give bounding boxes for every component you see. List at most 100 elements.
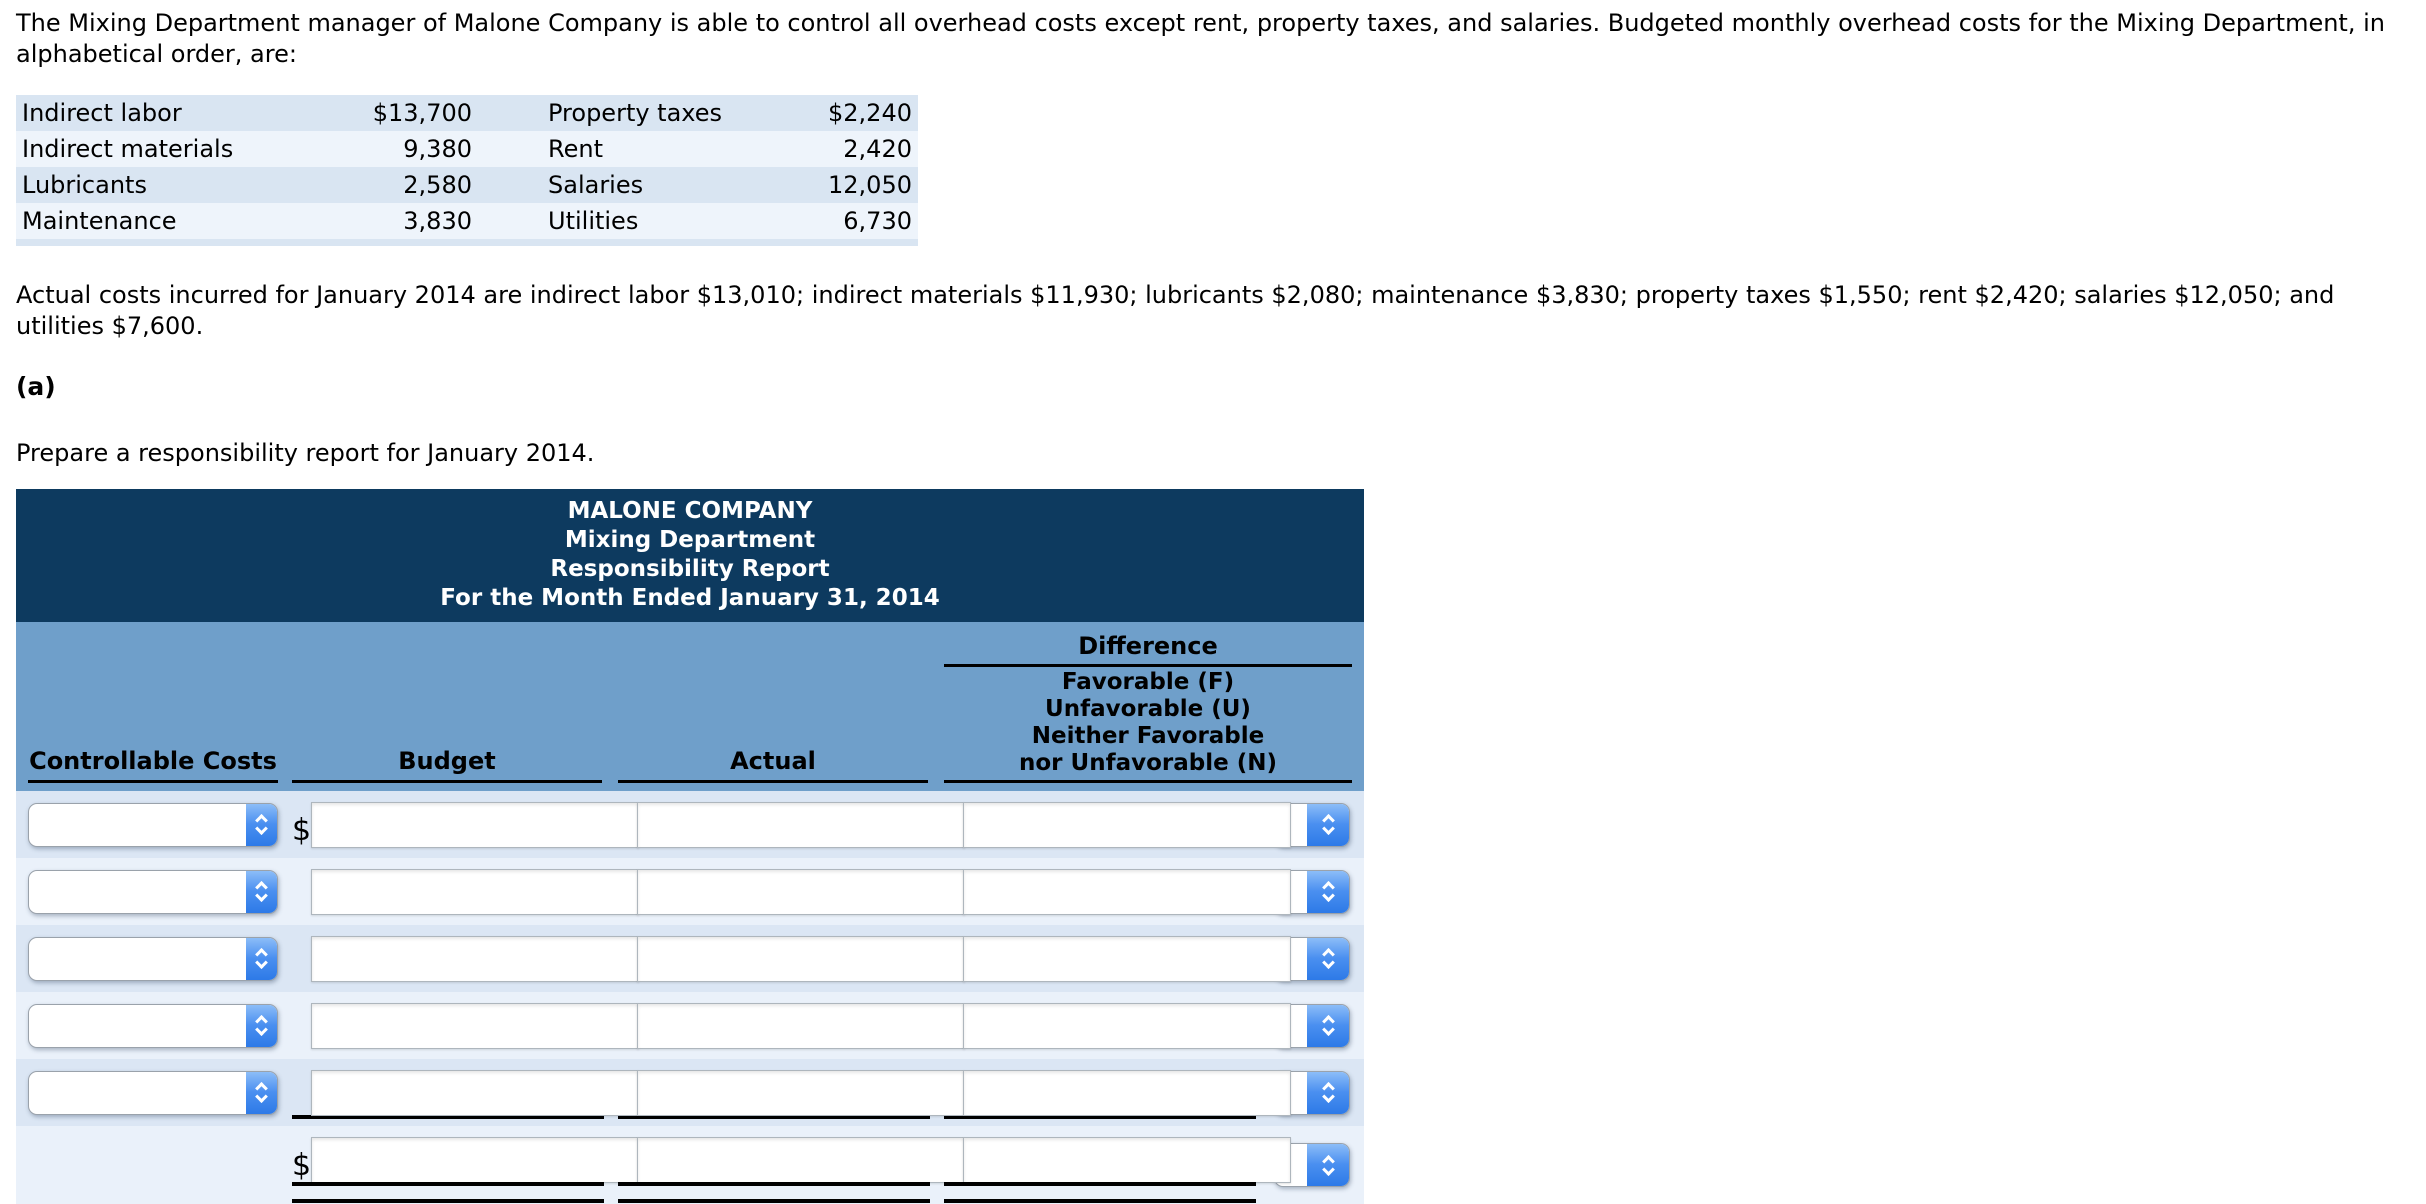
budget-table-row: Maintenance 3,830 Utilities 6,730: [16, 203, 918, 239]
difference-amount-cell: $: [944, 858, 1292, 925]
difference-input[interactable]: [963, 801, 1292, 848]
difference-total-input[interactable]: [963, 1137, 1292, 1183]
actual-input[interactable]: [637, 1069, 966, 1116]
budget-input[interactable]: [311, 868, 640, 915]
budget-table-row: Indirect materials 9,380 Rent 2,420: [16, 131, 918, 167]
budget-table-row: Indirect labor $13,700 Property taxes $2…: [16, 95, 918, 131]
dollar-sign: $: [292, 1148, 312, 1183]
department-name: Mixing Department: [564, 527, 816, 553]
report-period: For the Month Ended January 31, 2014: [440, 585, 940, 611]
difference-input[interactable]: [963, 1002, 1292, 1049]
budget-amount-cell: $: [292, 992, 640, 1059]
cost-label: Indirect labor: [22, 99, 182, 127]
budget-input[interactable]: [311, 1002, 640, 1049]
cost-value: 2,580: [403, 171, 472, 199]
actual-total-input[interactable]: [637, 1137, 966, 1183]
select-stepper-icon: [246, 1071, 277, 1114]
select-value: [29, 938, 246, 980]
select-value: [29, 1005, 246, 1047]
controllable-cost-select[interactable]: [28, 936, 278, 981]
difference-input[interactable]: [963, 935, 1292, 982]
actual-amount-cell: $: [618, 791, 966, 858]
column-actual: Actual: [618, 630, 928, 783]
actual-input[interactable]: [637, 801, 966, 848]
actual-amount-cell: $: [618, 925, 966, 992]
select-stepper-icon: [246, 1004, 277, 1047]
column-difference: Difference Favorable (F) Unfavorable (U)…: [944, 630, 1352, 783]
select-value: [29, 804, 246, 846]
select-value: [29, 871, 246, 913]
cost-value: $13,700: [372, 99, 472, 127]
actual-input[interactable]: [637, 868, 966, 915]
budget-amount-cell: $: [292, 858, 640, 925]
cost-label: Maintenance: [22, 207, 177, 235]
report-row-2: $ $ $: [16, 858, 1364, 925]
column-label: Controllable Costs: [29, 747, 277, 775]
responsibility-report-table: MALONE COMPANY Mixing Department Respons…: [16, 489, 1364, 1204]
difference-legend-line: nor Unfavorable (N): [1019, 750, 1277, 776]
instruction-text: Prepare a responsibility report for Janu…: [16, 439, 595, 467]
column-budget: Budget: [292, 630, 602, 783]
select-value: [29, 1072, 246, 1114]
company-name: MALONE COMPANY: [567, 498, 813, 524]
budget-input[interactable]: [311, 801, 640, 848]
budget-total-input[interactable]: [311, 1137, 640, 1183]
actual-amount-cell: $: [618, 1059, 966, 1126]
difference-legend-line: Favorable (F): [1061, 669, 1235, 695]
difference-header: Difference: [944, 630, 1352, 667]
select-stepper-icon: [246, 870, 277, 913]
difference-amount-cell: $: [944, 925, 1292, 992]
actual-amount-cell: $: [618, 858, 966, 925]
column-label: Budget: [398, 747, 496, 775]
difference-amount-cell: $: [944, 992, 1292, 1059]
select-stepper-icon: [1307, 803, 1349, 846]
cost-label: Property taxes: [548, 99, 723, 127]
select-stepper-icon: [1307, 1004, 1349, 1047]
intro-paragraph: The Mixing Department manager of Malone …: [16, 9, 2385, 68]
cost-value: 12,050: [828, 171, 912, 199]
controllable-cost-select[interactable]: [28, 1003, 278, 1048]
report-row-5: $ $ $: [16, 1059, 1364, 1126]
actual-total-cell: $: [618, 1126, 966, 1204]
column-header-band: Controllable Costs Budget Actual Differe…: [16, 622, 1364, 791]
budget-input[interactable]: [311, 935, 640, 982]
cost-label: Indirect materials: [22, 135, 234, 163]
report-row-4: $ $ $: [16, 992, 1364, 1059]
budget-amount-cell: $: [292, 791, 640, 858]
select-stepper-icon: [246, 937, 277, 980]
budget-table-bottom-stripe: [16, 239, 918, 246]
budget-amount-cell: $: [292, 1059, 640, 1126]
controllable-cost-select[interactable]: [28, 1070, 278, 1115]
column-controllable-costs: Controllable Costs: [28, 630, 278, 783]
actual-input[interactable]: [637, 1002, 966, 1049]
actual-input[interactable]: [637, 935, 966, 982]
cost-label: Salaries: [548, 171, 644, 199]
actual-amount-cell: $: [618, 992, 966, 1059]
budget-total-cell: $: [292, 1126, 640, 1204]
budgeted-costs-table: Indirect labor $13,700 Property taxes $2…: [16, 95, 918, 246]
report-total-row: $ $ $: [16, 1126, 1364, 1204]
difference-input[interactable]: [963, 1069, 1292, 1116]
cost-label: Lubricants: [22, 171, 147, 199]
column-label: Actual: [730, 747, 816, 775]
cost-value: 2,420: [843, 135, 912, 163]
difference-input[interactable]: [963, 868, 1292, 915]
budget-table-row: Lubricants 2,580 Salaries 12,050: [16, 167, 918, 203]
difference-legend-line: Unfavorable (U): [1045, 696, 1251, 722]
report-title-block: MALONE COMPANY Mixing Department Respons…: [16, 489, 1364, 622]
select-stepper-icon: [1307, 1144, 1349, 1186]
controllable-cost-select[interactable]: [28, 802, 278, 847]
cost-value: 3,830: [403, 207, 472, 235]
report-row-1: $ $ $: [16, 791, 1364, 858]
controllable-cost-select[interactable]: [28, 869, 278, 914]
difference-legend-line: Neither Favorable: [1031, 723, 1265, 749]
cost-value: $2,240: [828, 99, 912, 127]
cost-value: 9,380: [403, 135, 472, 163]
difference-total-cell: $: [944, 1126, 1292, 1204]
select-stepper-icon: [1307, 1071, 1349, 1114]
budget-input[interactable]: [311, 1069, 640, 1116]
actual-costs-paragraph: Actual costs incurred for January 2014 a…: [16, 281, 2335, 340]
select-stepper-icon: [1307, 870, 1349, 913]
budget-amount-cell: $: [292, 925, 640, 992]
